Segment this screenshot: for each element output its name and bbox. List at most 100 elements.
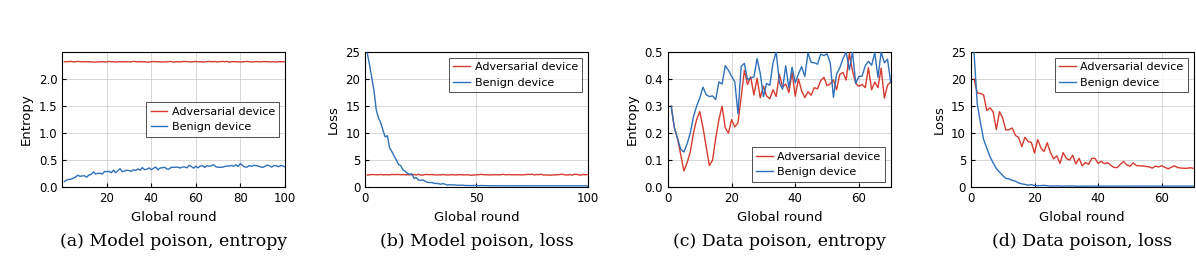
Adversarial device <box>173 60 188 63</box>
Text: (b) Model poison, loss: (b) Model poison, loss <box>379 233 573 250</box>
Adversarial device <box>1018 136 1032 139</box>
Benign device <box>403 173 417 176</box>
Legend: Adversarial device, Benign device: Adversarial device, Benign device <box>752 147 885 182</box>
Adversarial device <box>360 173 374 177</box>
Y-axis label: Entropy: Entropy <box>626 94 639 146</box>
Adversarial device <box>191 60 206 63</box>
Line: Adversarial device: Adversarial device <box>671 53 891 171</box>
Benign device <box>1018 183 1032 186</box>
Adversarial device <box>677 170 691 173</box>
Adversarial device <box>734 96 749 99</box>
Adversarial device <box>222 61 237 64</box>
Benign device <box>1033 184 1048 187</box>
Benign device <box>1154 185 1168 188</box>
Adversarial device <box>492 173 506 177</box>
Text: (a) Model poison, entropy: (a) Model poison, entropy <box>60 233 287 250</box>
Benign device <box>277 165 292 168</box>
Adversarial device <box>403 173 417 176</box>
Adversarial device <box>884 81 898 84</box>
Benign device <box>718 64 732 67</box>
Benign device <box>262 164 276 167</box>
Legend: Adversarial device, Benign device: Adversarial device, Benign device <box>448 57 582 92</box>
Adversarial device <box>788 95 803 98</box>
Benign device <box>792 73 806 76</box>
Benign device <box>734 65 749 68</box>
Adversarial device <box>264 60 279 63</box>
Benign device <box>1186 185 1196 188</box>
Adversarial device <box>1152 165 1166 168</box>
X-axis label: Global round: Global round <box>737 211 822 224</box>
Benign device <box>269 164 283 167</box>
Adversarial device <box>277 60 292 63</box>
Benign device <box>966 51 981 55</box>
Adversarial device <box>411 173 426 176</box>
Adversarial device <box>1161 167 1176 170</box>
Adversarial device <box>1186 167 1196 170</box>
Adversarial device <box>696 126 710 129</box>
Y-axis label: Loss: Loss <box>327 105 340 134</box>
Text: (d) Data poison, loss: (d) Data poison, loss <box>993 233 1172 250</box>
Adversarial device <box>1154 164 1168 167</box>
Benign device <box>580 184 594 187</box>
Benign device <box>664 105 678 108</box>
Adversarial device <box>995 117 1009 120</box>
Adversarial device <box>127 60 141 63</box>
Benign device <box>1091 185 1105 188</box>
Benign device <box>360 51 374 55</box>
Adversarial device <box>57 60 72 63</box>
Line: Adversarial device: Adversarial device <box>65 61 285 62</box>
Y-axis label: Entropy: Entropy <box>20 94 33 146</box>
Benign device <box>411 179 426 182</box>
Benign device <box>769 50 783 54</box>
Line: Benign device: Benign device <box>367 53 587 186</box>
Benign device <box>233 162 248 165</box>
Benign device <box>171 166 185 169</box>
Benign device <box>492 184 506 187</box>
Benign device <box>995 174 1009 177</box>
X-axis label: Global round: Global round <box>1039 211 1125 224</box>
Adversarial device <box>759 94 774 98</box>
Adversarial device <box>99 61 114 64</box>
Adversarial device <box>664 105 678 108</box>
Adversarial device <box>474 173 488 176</box>
Y-axis label: Loss: Loss <box>933 105 946 134</box>
Benign device <box>759 82 774 85</box>
Adversarial device <box>580 173 594 176</box>
Benign device <box>474 184 488 187</box>
Adversarial device <box>1033 146 1048 150</box>
Benign device <box>499 184 513 187</box>
Adversarial device <box>1088 157 1103 160</box>
Line: Benign device: Benign device <box>974 53 1194 186</box>
Adversarial device <box>574 174 588 177</box>
Benign device <box>696 86 710 89</box>
Benign device <box>57 180 72 183</box>
Benign device <box>109 171 123 174</box>
Benign device <box>572 184 586 187</box>
Benign device <box>565 184 579 187</box>
Line: Benign device: Benign device <box>65 164 285 181</box>
Adversarial device <box>718 126 732 129</box>
Adversarial device <box>842 52 856 55</box>
Line: Adversarial device: Adversarial device <box>367 174 587 175</box>
Line: Benign device: Benign device <box>671 52 891 152</box>
Benign device <box>1158 185 1172 188</box>
Line: Adversarial device: Adversarial device <box>974 79 1194 169</box>
Adversarial device <box>271 60 286 63</box>
Adversarial device <box>533 173 548 176</box>
Benign device <box>858 64 872 67</box>
Adversarial device <box>858 86 872 89</box>
Benign device <box>1079 185 1093 188</box>
Benign device <box>677 151 691 154</box>
Benign device <box>99 170 114 173</box>
Legend: Adversarial device, Benign device: Adversarial device, Benign device <box>146 102 280 137</box>
Benign device <box>189 165 203 168</box>
Legend: Adversarial device, Benign device: Adversarial device, Benign device <box>1055 57 1188 92</box>
Benign device <box>884 81 898 84</box>
Adversarial device <box>109 61 123 64</box>
X-axis label: Global round: Global round <box>130 211 216 224</box>
Adversarial device <box>567 173 581 176</box>
Adversarial device <box>966 77 981 81</box>
Text: (c) Data poison, entropy: (c) Data poison, entropy <box>673 233 886 250</box>
X-axis label: Global round: Global round <box>434 211 519 224</box>
Adversarial device <box>543 174 557 177</box>
